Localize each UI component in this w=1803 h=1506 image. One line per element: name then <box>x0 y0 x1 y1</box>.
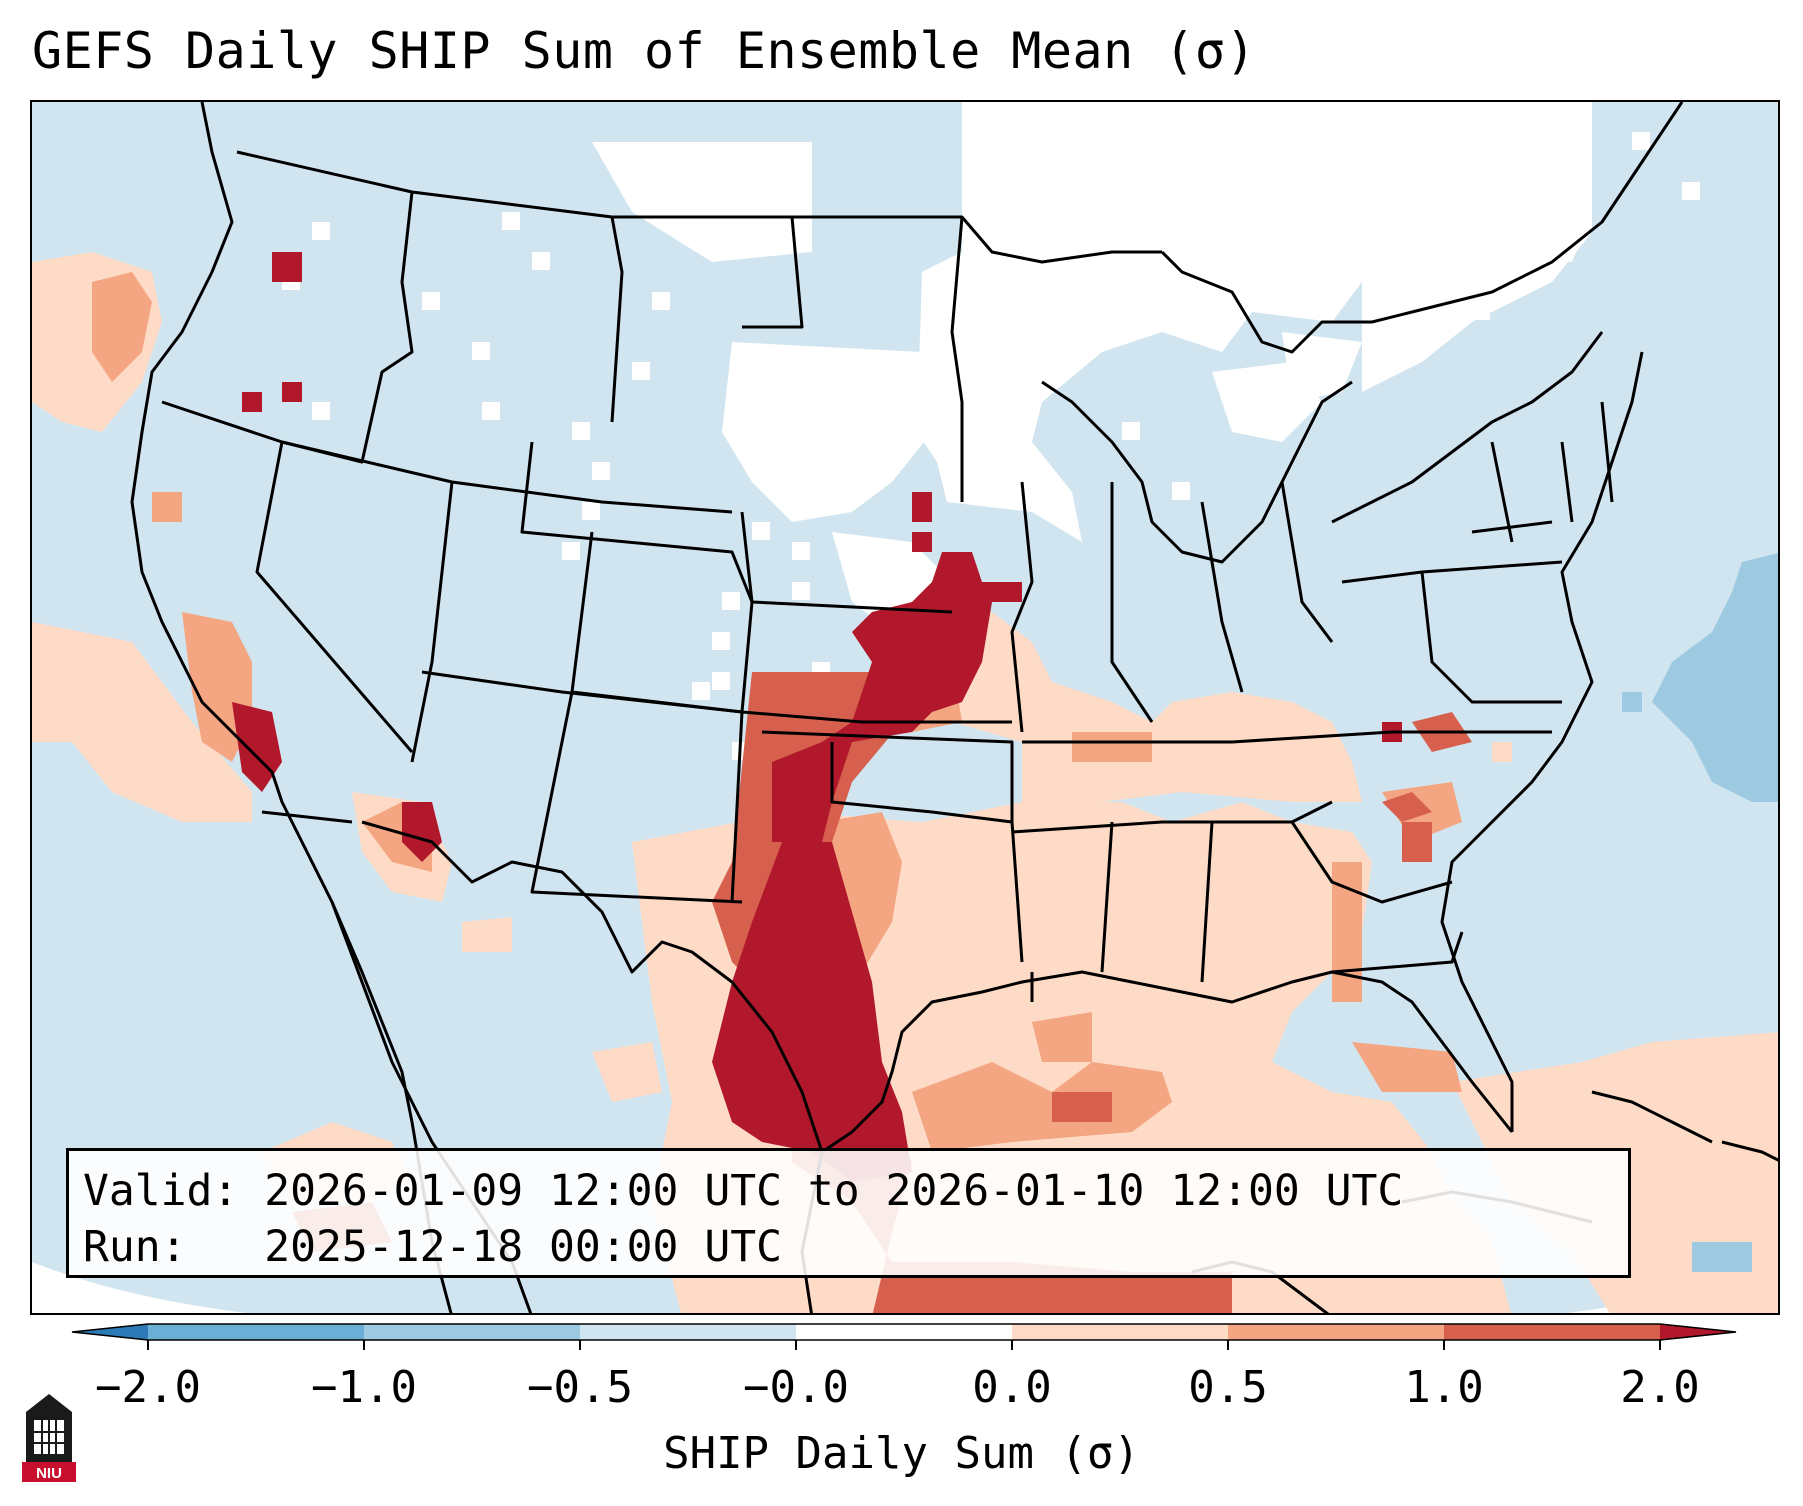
svg-text:NIU: NIU <box>36 1465 62 1482</box>
colorbar-title: SHIP Daily Sum (σ) <box>663 1428 1140 1479</box>
map-panel <box>30 100 1780 1315</box>
colorbar-tick-label: 1.0 <box>1404 1362 1484 1413</box>
positive-mid-regions <box>92 272 1462 1152</box>
colorbar-segment-1 <box>148 1324 364 1340</box>
niu-logo-icon: NIU <box>22 1394 76 1482</box>
colorbar-segment-5 <box>1012 1324 1228 1340</box>
colorbar-segment-7 <box>1444 1324 1660 1340</box>
colorbar-tick-label: 2.0 <box>1620 1362 1700 1413</box>
colorbar-tick-label: −1.0 <box>311 1362 417 1413</box>
colorbar-tick-label: 0.0 <box>972 1362 1052 1413</box>
colorbar-extend-low <box>72 1324 148 1340</box>
colorbar-tick-label: −2.0 <box>95 1362 201 1413</box>
colorbar-tick-label: −0.0 <box>743 1362 849 1413</box>
positive-max-regions <box>232 252 1402 1182</box>
valid-label: Valid: <box>83 1166 239 1216</box>
negative-mid-regions <box>1622 553 1778 1272</box>
colorbar-extend-high <box>1660 1324 1736 1340</box>
valid-run-info-box: Valid: 2026-01-09 12:00 UTC to 2026-01-1… <box>66 1148 1631 1278</box>
run-label: Run: <box>83 1222 187 1272</box>
valid-value: 2026-01-09 12:00 UTC to 2026-01-10 12:00… <box>264 1166 1404 1216</box>
colorbar-segment-3 <box>580 1324 796 1340</box>
colorbar-segment-6 <box>1228 1324 1444 1340</box>
projection-edge-left <box>32 1262 247 1313</box>
chart-title: GEFS Daily SHIP Sum of Ensemble Mean (σ) <box>32 22 1257 80</box>
map-svg <box>32 102 1778 1313</box>
colorbar <box>71 1323 1737 1350</box>
colorbar-segment-4 <box>796 1324 1012 1340</box>
colorbar-tick-label: −0.5 <box>527 1362 633 1413</box>
run-value: 2025-12-18 00:00 UTC <box>264 1222 782 1272</box>
colorbar-tick-label: 0.5 <box>1188 1362 1268 1413</box>
colorbar-segment-2 <box>364 1324 580 1340</box>
